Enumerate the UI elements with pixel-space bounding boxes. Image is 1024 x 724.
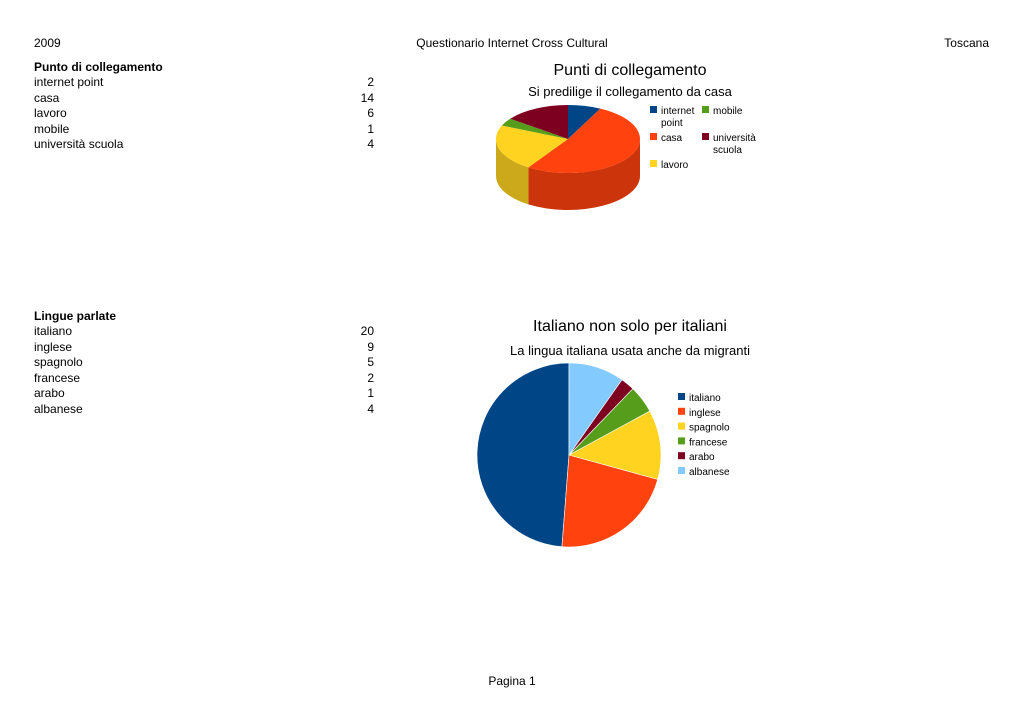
row-label: mobile (34, 121, 70, 136)
row-label: francese (34, 370, 81, 385)
row-value: 2 (367, 370, 374, 385)
legend-label: inglese (689, 408, 721, 419)
row-label: italiano (34, 324, 73, 338)
legend-label: francese (689, 437, 728, 448)
row-value: 9 (367, 339, 374, 354)
legend-label: albanese (689, 467, 730, 478)
table-row: casa 14 (34, 91, 374, 107)
legend-swatch (678, 407, 685, 415)
row-value: 5 (367, 355, 374, 370)
chart1-title: Punti di collegamento (553, 62, 707, 79)
legend-label: lavoro (661, 160, 689, 171)
table-row: italiano 20 (34, 324, 374, 340)
row-label: università scuola (34, 137, 124, 152)
row-value: 14 (360, 90, 374, 105)
table-row: spagnolo 5 (34, 355, 374, 371)
row-value: 4 (367, 137, 374, 152)
header-region: Toscana (944, 36, 989, 50)
row-value: 6 (367, 106, 374, 121)
table-row: internet point 2 (34, 75, 374, 91)
row-value: 20 (360, 324, 374, 338)
pie-slice-italiano (476, 362, 570, 548)
row-label: inglese (34, 339, 73, 354)
row-value: 1 (367, 121, 374, 136)
table-punto-collegamento: Punto di collegamento internet point 2 ca… (34, 59, 374, 153)
chart2-title: Italiano non solo per italiani (533, 318, 727, 335)
legend-label: spagnolo (689, 423, 730, 434)
row-label: casa (34, 90, 60, 105)
page-number: Pagina 1 (488, 674, 536, 688)
pie-slice-spagnolo (568, 410, 662, 480)
table-row: inglese 9 (34, 340, 374, 356)
table-row: francese 2 (34, 371, 374, 387)
legend-swatch (650, 133, 657, 140)
row-label: arabo (34, 386, 65, 401)
row-label: lavoro (34, 106, 67, 121)
chart2-subtitle: La lingua italiana usata anche da migran… (510, 343, 750, 358)
legend-swatch (678, 452, 685, 460)
table-lingue-parlate: Lingue parlate italiano 20 inglese 9 spagn… (34, 308, 374, 418)
table-title: Punto di collegamento (34, 60, 163, 74)
legend-label: italiano (689, 393, 721, 404)
legend-swatch (650, 106, 657, 113)
legend-label: point (661, 118, 683, 129)
table-row: albanese 4 (34, 402, 374, 418)
legend-swatch (650, 160, 657, 167)
legend-label: casa (661, 133, 683, 144)
table-row: arabo 1 (34, 386, 374, 402)
legend-swatch (702, 133, 709, 140)
pie-slice-lavoro (495, 125, 568, 168)
header-year: 2009 (34, 36, 61, 50)
pie-slice-universita-scuola (510, 105, 568, 139)
legend-label: scuola (713, 145, 742, 156)
row-label: internet point (34, 75, 104, 89)
table-title: Lingue parlate (34, 309, 117, 323)
row-value: 1 (367, 386, 374, 401)
pie-side-casa (528, 139, 640, 210)
legend-swatch (678, 393, 685, 400)
table-row: università scuola 4 (34, 137, 374, 153)
legend-label: arabo (689, 452, 715, 463)
legend-label: internet (661, 106, 695, 117)
table-row: mobile 1 (34, 122, 374, 138)
pie-slice-internet-point (568, 105, 601, 139)
pie-slice-albanese (568, 362, 623, 456)
row-label: spagnolo (34, 355, 83, 370)
legend-swatch (678, 467, 685, 474)
pie-side-lavoro (496, 139, 529, 205)
pie-slice-inglese (561, 454, 659, 548)
pie-slice-casa (528, 108, 640, 173)
row-value: 2 (367, 75, 374, 89)
legend-swatch (678, 422, 685, 430)
table-row: lavoro 6 (34, 106, 374, 122)
row-label: albanese (34, 401, 83, 416)
legend-label: università (713, 133, 756, 144)
row-value: 4 (367, 401, 374, 416)
chart1-subtitle: Si predilige il collegamento da casa (528, 84, 732, 99)
header-title: Questionario Internet Cross Cultural (416, 36, 608, 50)
pie-slice-mobile (501, 118, 568, 139)
legend-label: mobile (713, 106, 743, 117)
legend-swatch (702, 106, 709, 113)
legend-swatch (678, 437, 685, 445)
